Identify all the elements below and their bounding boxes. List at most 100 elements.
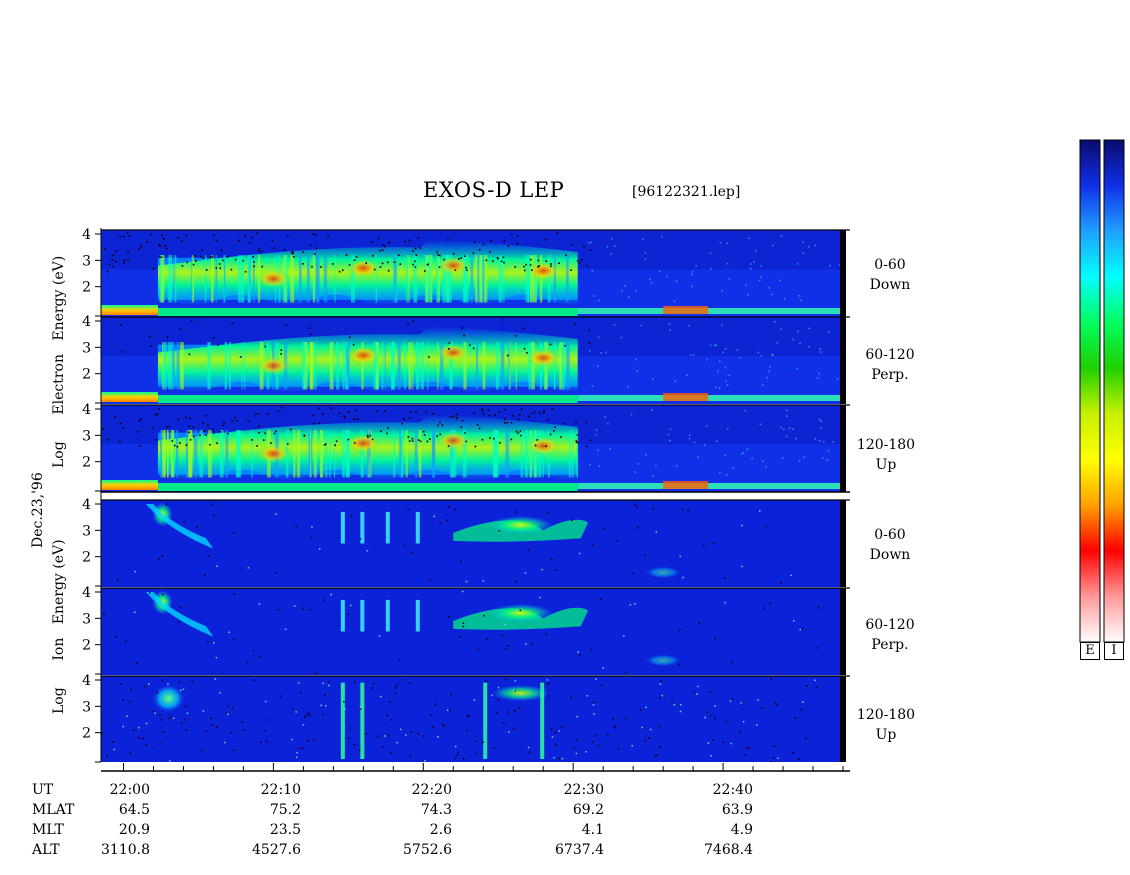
noise-dot: [576, 715, 578, 718]
noise-dot: [462, 625, 464, 628]
noise-dot: [297, 682, 300, 684]
noise-dot: [205, 414, 207, 417]
panel-range: 120-180: [856, 707, 916, 723]
noise-dot: [177, 418, 180, 421]
noise-dot: [518, 413, 521, 416]
spectral-stripe: [432, 430, 436, 478]
panel-direction: Down: [869, 277, 911, 293]
spectral-stripe: [293, 430, 296, 478]
noise-dot: [377, 735, 379, 738]
noise-dot: [216, 442, 218, 445]
noise-dot: [669, 329, 671, 331]
spectral-stripe: [342, 342, 345, 390]
noise-dot: [460, 426, 463, 429]
noise-dot: [290, 428, 292, 431]
noise-dot: [244, 270, 247, 273]
noise-dot: [715, 344, 718, 346]
noise-dot: [412, 320, 415, 322]
noise-dot: [518, 707, 521, 709]
electron-panel-up: [101, 405, 846, 492]
spectral-stripe: [336, 342, 340, 390]
spectral-stripe: [225, 430, 229, 478]
noise-dot: [706, 711, 709, 714]
noise-dot: [558, 730, 561, 732]
noise-dot: [170, 716, 173, 718]
noise-dot: [408, 417, 411, 419]
noise-dot: [514, 689, 516, 692]
spectral-stripe: [420, 342, 424, 390]
noise-dot: [750, 263, 752, 265]
noise-dot: [156, 692, 158, 694]
noise-dot: [769, 602, 771, 605]
noise-dot: [258, 431, 260, 434]
spectral-stripe: [241, 342, 243, 390]
noise-dot: [311, 265, 313, 268]
ephem-ut-value: 22:10: [261, 782, 301, 798]
noise-dot: [543, 410, 546, 412]
spectral-stripe: [240, 255, 245, 303]
noise-dot: [122, 427, 125, 430]
noise-dot: [558, 262, 560, 265]
spectral-stripe: [174, 255, 177, 303]
noise-dot: [725, 380, 727, 382]
noise-dot: [616, 539, 619, 542]
noise-dot: [366, 434, 369, 437]
noise-dot: [323, 599, 325, 601]
noise-dot: [284, 628, 287, 631]
noise-dot: [497, 686, 500, 689]
noise-dot: [589, 439, 592, 442]
noise-dot: [744, 754, 747, 756]
noise-dot: [366, 550, 369, 552]
spectral-stripe: [576, 430, 579, 478]
noise-dot: [438, 254, 441, 257]
noise-dot: [725, 720, 728, 723]
noise-dot: [202, 422, 204, 424]
ion-low-patch: [645, 654, 682, 667]
noise-dot: [138, 419, 141, 422]
noise-dot: [482, 413, 485, 415]
noise-dot: [595, 434, 598, 436]
noise-dot: [513, 728, 515, 730]
noise-dot: [388, 734, 390, 736]
spectral-stripe: [334, 255, 336, 303]
noise-dot: [437, 735, 439, 738]
noise-dot: [490, 240, 492, 242]
spectral-stripe: [290, 255, 295, 303]
noise-dot: [452, 252, 455, 255]
noise-dot: [523, 265, 525, 268]
ephem-alt-value: 4527.6: [252, 842, 301, 858]
noise-dot: [190, 319, 193, 322]
ephem-alt-value: 5752.6: [403, 842, 452, 858]
noise-dot: [709, 714, 712, 717]
noise-dot: [247, 567, 250, 569]
noise-dot: [493, 746, 495, 749]
noise-dot: [673, 300, 676, 303]
noise-dot: [468, 715, 470, 717]
noise-dot: [712, 739, 714, 741]
ion-y-axis-label: Log Ion Energy (eV): [51, 539, 67, 714]
noise-dot: [448, 348, 450, 350]
noise-dot: [545, 260, 548, 262]
noise-dot: [382, 244, 384, 246]
noise-dot: [461, 590, 464, 593]
noise-dot: [273, 432, 276, 435]
noise-dot: [328, 684, 330, 687]
noise-dot: [762, 384, 764, 386]
noise-dot: [304, 716, 306, 718]
noise-dot: [590, 241, 593, 244]
noise-dot: [748, 747, 750, 750]
flux-peak: [435, 342, 472, 363]
noise-dot: [783, 297, 786, 300]
noise-dot: [386, 714, 389, 717]
noise-dot: [106, 438, 109, 441]
noise-dot: [513, 710, 516, 712]
noise-dot: [183, 719, 186, 721]
spectral-stripe: [436, 255, 439, 303]
low-energy-floor-early: [101, 480, 158, 490]
noise-dot: [675, 280, 678, 283]
noise-dot: [209, 256, 211, 259]
noise-dot: [679, 555, 681, 558]
noise-dot: [576, 434, 579, 436]
noise-dot: [600, 684, 603, 687]
noise-dot: [691, 285, 693, 288]
